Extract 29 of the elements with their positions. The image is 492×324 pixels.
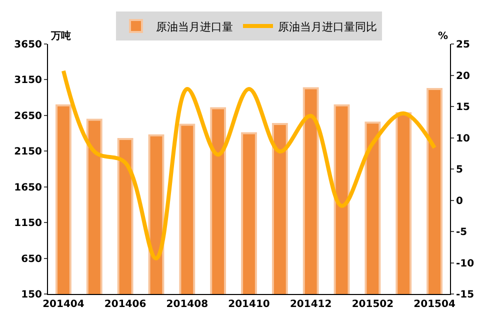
- y2-tick-label: -15: [456, 290, 474, 300]
- x-tick-label: 201502: [352, 299, 394, 310]
- y2-axis-title: %: [438, 31, 448, 42]
- x-tick-label: 201410: [228, 299, 270, 310]
- y2-tick-label: -5: [456, 227, 468, 238]
- y-tick-label: 150: [21, 290, 42, 300]
- y2-tick-label: -10: [456, 258, 474, 270]
- line-series: [61, 68, 437, 260]
- x-tick-label: 201412: [290, 299, 332, 310]
- y-tick-label: 3150: [14, 75, 42, 86]
- legend-label: 原油当月进口量同比: [278, 20, 377, 34]
- y-tick-label: 1150: [14, 218, 42, 230]
- y-tick-label: 3650: [14, 40, 42, 50]
- x-tick-label: 201404: [42, 299, 84, 310]
- x-tick-label: 201408: [166, 299, 208, 310]
- y2-tick-label: 5: [456, 164, 463, 176]
- y2-tick-label: 15: [456, 102, 470, 113]
- y2-tick-label: 0: [456, 196, 463, 207]
- x-tick-label: 201504: [414, 299, 456, 310]
- y-tick-label: 2150: [14, 146, 42, 158]
- y-tick-label: 650: [21, 254, 42, 265]
- y2-tick-label: 10: [456, 133, 470, 144]
- y2-tick-label: 20: [456, 70, 470, 82]
- y-tick-label: 2650: [14, 110, 42, 122]
- legend-label: 原油当月进口量: [156, 20, 233, 34]
- y-tick-label: 1650: [14, 182, 42, 194]
- y2-tick-label: 25: [456, 40, 470, 50]
- x-tick-label: 201406: [104, 299, 146, 310]
- y-axis-title: 万吨: [50, 30, 71, 42]
